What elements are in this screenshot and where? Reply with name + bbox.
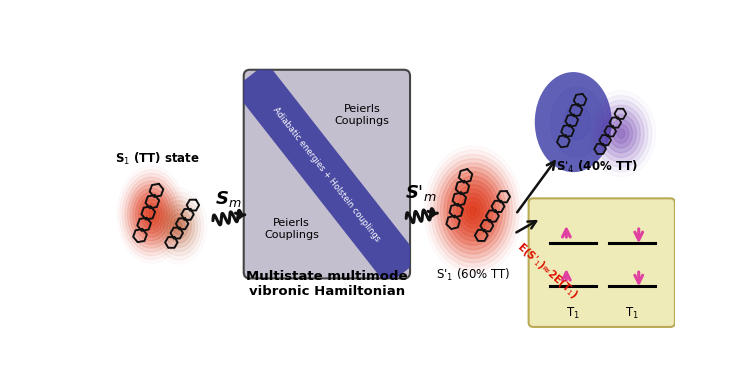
Ellipse shape	[617, 129, 625, 138]
Ellipse shape	[125, 177, 177, 252]
Ellipse shape	[605, 115, 636, 153]
Text: S$_1$ (TT) state: S$_1$ (TT) state	[115, 151, 200, 167]
Text: E(S$'_1$)≈2E(T$_1$): E(S$'_1$)≈2E(T$_1$)	[514, 239, 581, 302]
FancyBboxPatch shape	[244, 70, 410, 279]
Ellipse shape	[450, 180, 496, 241]
FancyBboxPatch shape	[529, 199, 675, 327]
Ellipse shape	[456, 189, 490, 232]
Text: S$'_4$ (40% TT): S$'_4$ (40% TT)	[556, 159, 637, 175]
Polygon shape	[233, 63, 421, 286]
Ellipse shape	[441, 167, 506, 254]
Ellipse shape	[467, 202, 480, 219]
Ellipse shape	[463, 198, 483, 224]
Text: T$_1$: T$_1$	[625, 306, 638, 321]
Ellipse shape	[144, 203, 159, 226]
Text: Peierls
Couplings: Peierls Couplings	[335, 105, 390, 126]
Ellipse shape	[437, 163, 509, 258]
Ellipse shape	[453, 185, 493, 237]
Ellipse shape	[609, 119, 632, 148]
Ellipse shape	[614, 124, 629, 143]
Ellipse shape	[564, 105, 590, 139]
Ellipse shape	[460, 193, 487, 228]
Ellipse shape	[170, 213, 188, 239]
Text: Adiabatic energies + Holstein couplings: Adiabatic energies + Holstein couplings	[271, 105, 382, 243]
Ellipse shape	[149, 211, 154, 218]
Ellipse shape	[130, 185, 172, 244]
Text: S$'_1$ (60% TT): S$'_1$ (60% TT)	[436, 267, 511, 283]
Ellipse shape	[141, 200, 162, 229]
Ellipse shape	[157, 196, 201, 256]
Ellipse shape	[133, 188, 170, 241]
Ellipse shape	[550, 87, 604, 157]
Ellipse shape	[146, 207, 156, 222]
Text: S$'_m$: S$'_m$	[405, 183, 437, 203]
Ellipse shape	[138, 196, 165, 233]
Ellipse shape	[602, 110, 640, 158]
Ellipse shape	[447, 176, 499, 245]
Ellipse shape	[444, 172, 502, 250]
Ellipse shape	[431, 155, 516, 267]
Ellipse shape	[128, 181, 175, 248]
Ellipse shape	[535, 72, 612, 172]
Text: T$_1$: T$_1$	[566, 306, 581, 321]
Text: S$_m$: S$_m$	[215, 189, 241, 209]
Ellipse shape	[434, 159, 512, 263]
Ellipse shape	[135, 192, 167, 237]
Text: Multistate multimode
vibronic Hamiltonian: Multistate multimode vibronic Hamiltonia…	[246, 270, 408, 298]
Ellipse shape	[470, 206, 477, 215]
Ellipse shape	[598, 105, 644, 162]
Ellipse shape	[176, 222, 182, 230]
Ellipse shape	[123, 173, 180, 256]
Ellipse shape	[167, 209, 191, 243]
Ellipse shape	[173, 218, 185, 235]
Ellipse shape	[164, 205, 195, 247]
Ellipse shape	[161, 201, 198, 252]
Ellipse shape	[594, 100, 648, 167]
Text: Peierls
Couplings: Peierls Couplings	[264, 218, 319, 240]
